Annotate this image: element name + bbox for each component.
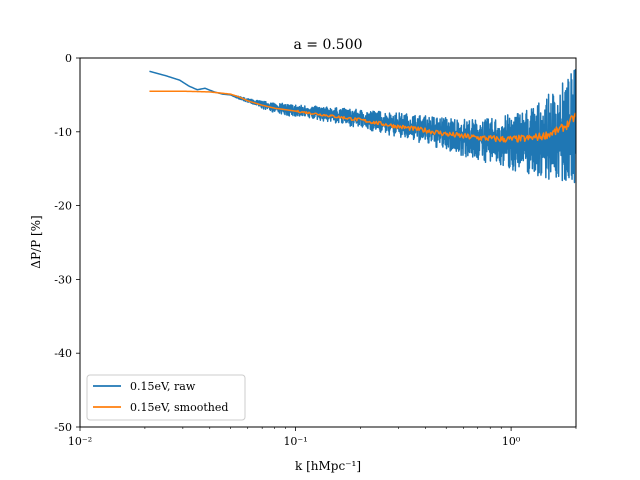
y-tick-label: -40 — [54, 347, 72, 360]
plot-area — [79, 57, 577, 428]
legend: 0.15eV, raw 0.15eV, smoothed — [86, 374, 246, 421]
legend-label-smoothed: 0.15eV, smoothed — [130, 401, 228, 414]
series-layer — [149, 68, 576, 184]
x-tick-label: 10⁻¹ — [283, 435, 307, 448]
y-tick-label: 0 — [65, 52, 72, 65]
y-axis-label: ΔP/P [%] — [29, 215, 43, 268]
y-tick-label: -30 — [54, 273, 72, 286]
y-tick-label: -20 — [54, 200, 72, 213]
x-axis-label: k [hMpc⁻¹] — [295, 459, 361, 473]
plot-frame — [79, 57, 577, 428]
series-raw-line — [149, 68, 576, 184]
y-axis: 0 -10 -20 -30 -40 -50 — [54, 52, 80, 434]
legend-box — [86, 374, 246, 421]
series-smoothed-line — [149, 90, 576, 143]
chart-title: a = 0.500 — [293, 37, 362, 53]
x-axis: 10⁻² 10⁻¹ 10⁰ — [68, 427, 577, 448]
legend-label-raw: 0.15eV, raw — [130, 380, 196, 393]
x-tick-label: 10⁻² — [68, 435, 92, 448]
x-tick-label: 10⁰ — [502, 435, 521, 448]
y-tick-label: -50 — [54, 421, 72, 434]
y-tick-label: -10 — [54, 126, 72, 139]
